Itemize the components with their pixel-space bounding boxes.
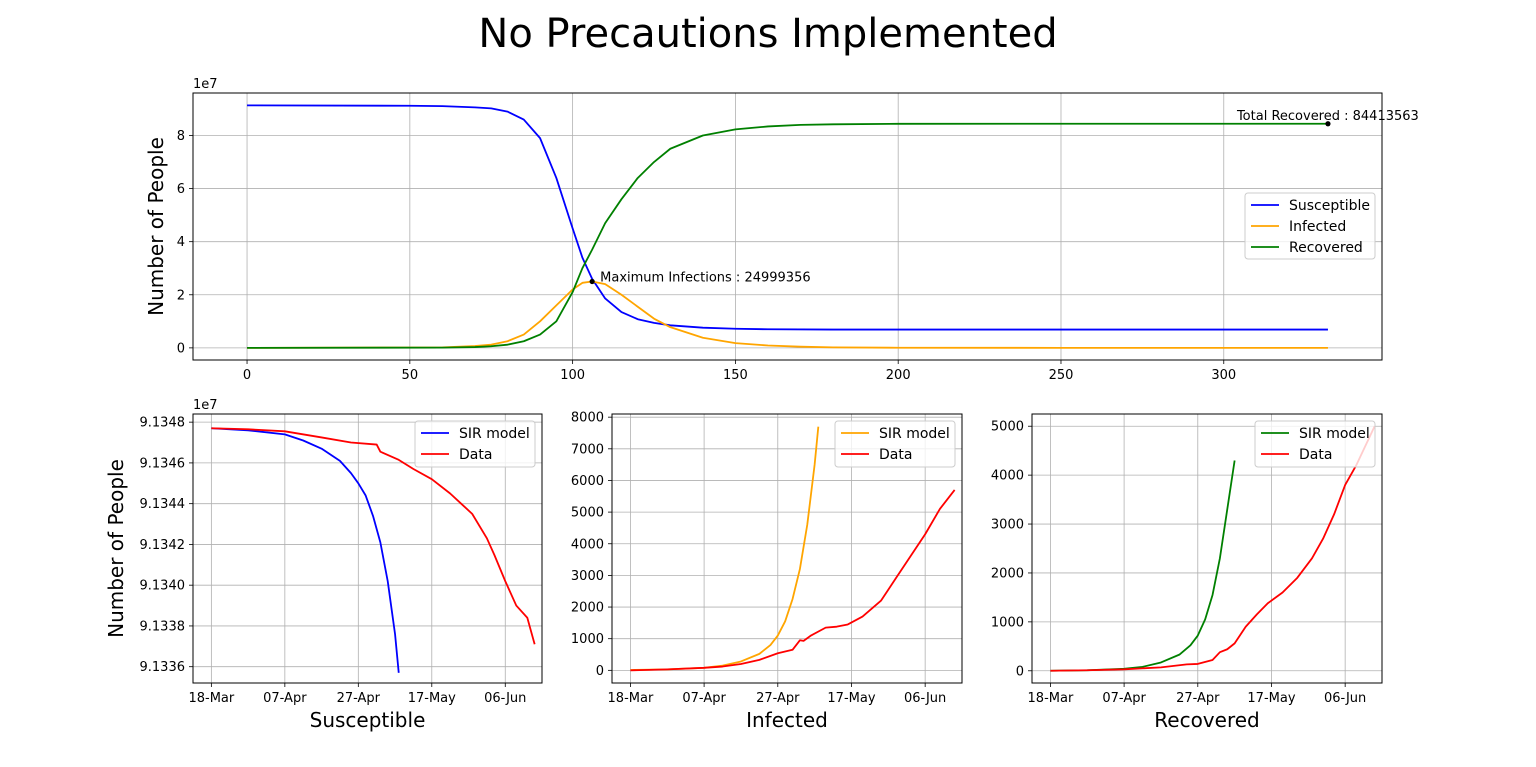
y-tick-label: 9.1338 (140, 619, 186, 634)
legend: SIR model Data (1254, 420, 1376, 468)
y-tick-label: 9.1348 (140, 416, 186, 431)
x-axis-label: Susceptible (310, 708, 426, 732)
figure-title: No Precautions Implemented (478, 11, 1057, 57)
y-tick-label: 8 (177, 129, 185, 144)
x-tick-label: 06-Jun (904, 691, 946, 706)
gridlines (193, 414, 542, 683)
y-tick-label: 0 (596, 664, 604, 679)
y-tick-label: 7000 (571, 442, 604, 457)
gridlines (193, 93, 1382, 360)
axes-frame (192, 92, 1383, 361)
series-lines (630, 426, 956, 672)
y-tick-label: 2000 (991, 566, 1024, 581)
chart-susceptible: 18-Mar 07-Apr 27-Apr 17-May 06-Jun 9.1336 9.13… (104, 398, 543, 732)
y-tick-label: 1000 (571, 632, 604, 647)
legend: SIR model Data (834, 420, 956, 468)
x-tick-label: 17-May (408, 691, 456, 706)
y-tick-label: 1000 (991, 615, 1024, 630)
y-tick-label: 4000 (991, 469, 1024, 484)
y-tick-label: 9.1346 (140, 456, 186, 471)
chart-recovered: 18-Mar 07-Apr 27-Apr 17-May 06-Jun 0 1000 2000 3… (991, 413, 1383, 732)
x-tick-label: 07-Apr (1102, 691, 1146, 706)
y-tick-label: 2000 (571, 601, 604, 616)
legend-label-sir-model: SIR model (879, 426, 950, 442)
y-tick-label: 5000 (571, 506, 604, 521)
x-tick-label: 200 (886, 368, 911, 383)
legend-label-data: Data (879, 447, 912, 463)
x-tick-label: 300 (1211, 368, 1236, 383)
y-tick-label: 8000 (571, 411, 604, 426)
x-tick-label: 18-Mar (1028, 691, 1074, 706)
series-lines (247, 104, 1328, 349)
y-tick-label: 3000 (991, 518, 1024, 533)
annotation-label: Total Recovered : 84413563 (1236, 109, 1419, 124)
annotation-label: Maximum Infections : 24999356 (600, 270, 810, 285)
x-tick-label: 07-Apr (682, 691, 726, 706)
x-tick-label: 27-Apr (756, 691, 800, 706)
y-tick-label: 9.1344 (140, 497, 186, 512)
legend-frame (1244, 192, 1376, 260)
series-lines (211, 427, 536, 673)
legend-label-data: Data (459, 447, 492, 463)
series-line-data (1050, 425, 1376, 672)
x-tick-label: 06-Jun (1324, 691, 1366, 706)
y-tick-label: 2 (177, 288, 185, 303)
legend-label-recovered: Recovered (1289, 240, 1363, 256)
x-tick-label: 250 (1049, 368, 1074, 383)
x-tick-label: 17-May (1247, 691, 1295, 706)
y-tick-label: 0 (1016, 664, 1024, 679)
legend: SIR model Data (414, 420, 536, 468)
series-line-data (211, 427, 536, 645)
y-tick-label: 6 (177, 182, 185, 197)
x-tick-label: 07-Apr (263, 691, 307, 706)
series-line-sir-model (211, 427, 400, 673)
x-tick-label: 100 (560, 368, 585, 383)
x-tick-label: 150 (723, 368, 748, 383)
axes-frame (192, 413, 543, 684)
axes-frame (611, 413, 963, 684)
y-axis-label: Number of People (144, 137, 168, 316)
y-tick-label: 4 (177, 235, 185, 250)
y-axis-label: Number of People (104, 459, 128, 638)
y-tick-label: 5000 (991, 420, 1024, 435)
series-line-recovered (247, 122, 1328, 349)
legend-label-sir-model: SIR model (459, 426, 530, 442)
series-line-sir-model (630, 426, 820, 671)
x-tick-label: 0 (243, 368, 251, 383)
x-tick-label: 50 (402, 368, 419, 383)
annotation-point (589, 278, 595, 285)
y-tick-label: 4000 (571, 537, 604, 552)
y-tick-label: 9.1340 (140, 579, 186, 594)
x-axis-label: Recovered (1154, 708, 1259, 732)
x-axis-label: Infected (746, 708, 828, 732)
y-offset-text: 1e7 (193, 398, 218, 413)
series-lines (1050, 425, 1376, 672)
axes-frame (1031, 413, 1383, 684)
legend-label-infected: Infected (1289, 219, 1346, 235)
series-line-sir-model (1050, 460, 1236, 672)
x-tick-label: 17-May (827, 691, 875, 706)
y-tick-label: 9.1342 (140, 538, 186, 553)
annotation-point (1325, 121, 1331, 127)
y-tick-label: 0 (177, 341, 185, 356)
y-tick-label: 6000 (571, 474, 604, 489)
legend: Susceptible Infected Recovered (1244, 192, 1376, 260)
legend-label-data: Data (1299, 447, 1332, 463)
series-line-data (630, 489, 956, 672)
y-offset-text: 1e7 (193, 77, 218, 92)
x-tick-label: 06-Jun (484, 691, 526, 706)
series-line-infected (247, 280, 1328, 349)
chart-main: 0 50 100 150 200 250 300 0 2 4 6 8 1e7 Number of Peop… (144, 77, 1419, 383)
legend-label-sir-model: SIR model (1299, 426, 1370, 442)
legend-label-susceptible: Susceptible (1289, 198, 1370, 214)
x-tick-label: 18-Mar (188, 691, 234, 706)
x-tick-label: 27-Apr (337, 691, 381, 706)
y-tick-label: 3000 (571, 569, 604, 584)
chart-infected: 18-Mar 07-Apr 27-Apr 17-May 06-Jun 0 1000 2000 3… (571, 411, 963, 732)
x-tick-label: 18-Mar (608, 691, 654, 706)
series-line-susceptible (247, 104, 1328, 331)
y-tick-label: 9.1336 (140, 660, 186, 675)
x-tick-label: 27-Apr (1176, 691, 1220, 706)
